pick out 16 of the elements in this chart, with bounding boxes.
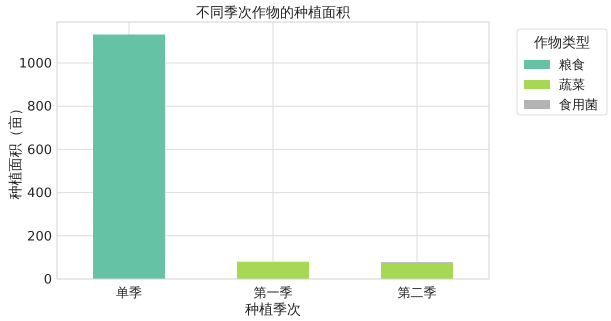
legend-label: 食用菌 [559,98,598,113]
legend-title: 作物类型 [533,35,590,51]
x-tick-label: 单季 [116,286,142,301]
y-axis-title: 种植面积（亩） [8,102,24,200]
y-tick-label: 1000 [18,56,52,72]
y-tick-label: 400 [27,186,52,202]
x-tick-label: 第二季 [398,286,436,301]
chart-title: 不同季次作物的种植面积 [196,5,350,21]
y-tick-label: 200 [27,229,52,244]
legend-label: 粮食 [559,58,585,73]
x-tick-label: 第一季 [254,286,292,301]
y-tick-label: 0 [44,272,52,288]
y-tick-label: 600 [27,142,52,158]
legend-label: 蔬菜 [559,78,585,93]
y-tick-label: 800 [27,100,52,115]
x-axis-title: 种植季次 [245,302,301,318]
